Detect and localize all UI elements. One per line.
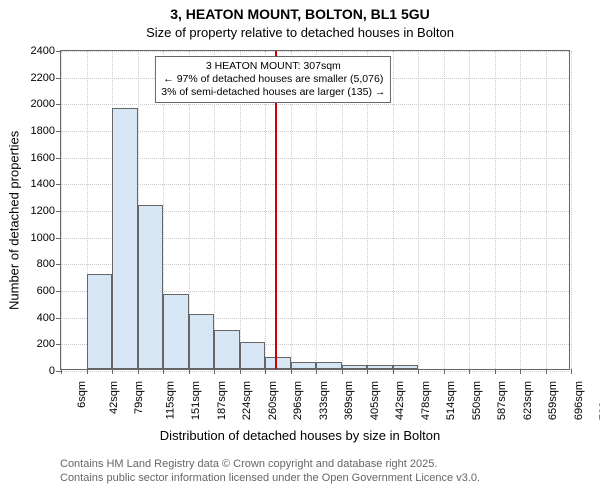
xtick-label: 478sqm: [420, 381, 432, 420]
xtick-label: 659sqm: [547, 381, 559, 420]
gridline-v: [520, 51, 521, 369]
xtick-label: 442sqm: [394, 381, 406, 420]
xtick-label: 115sqm: [164, 381, 176, 419]
histogram-bar: [367, 365, 393, 369]
xtick-label: 623sqm: [522, 381, 534, 420]
ytick-label: 2200: [31, 72, 61, 84]
y-axis-label: Number of detached properties: [7, 131, 22, 310]
histogram-bar: [112, 108, 138, 369]
gridline-v: [393, 51, 394, 369]
gridline-v: [418, 51, 419, 369]
histogram-bar: [291, 362, 317, 369]
xtick-label: 369sqm: [343, 381, 355, 420]
xtick-mark: [189, 369, 190, 374]
xtick-mark: [61, 369, 62, 374]
chart-container: 3, HEATON MOUNT, BOLTON, BL1 5GU Size of…: [0, 0, 600, 500]
xtick-mark: [393, 369, 394, 374]
histogram-bar: [342, 365, 368, 369]
gridline-v: [61, 51, 62, 369]
histogram-bar: [87, 274, 113, 369]
footer-line-1: Contains HM Land Registry data © Crown c…: [60, 458, 480, 472]
xtick-label: 696sqm: [573, 381, 585, 420]
xtick-mark: [265, 369, 266, 374]
gridline-v: [571, 51, 572, 369]
ytick-label: 800: [37, 258, 61, 270]
xtick-mark: [546, 369, 547, 374]
xtick-mark: [469, 369, 470, 374]
gridline-v: [495, 51, 496, 369]
xtick-label: 550sqm: [471, 381, 483, 420]
xtick-label: 296sqm: [292, 381, 304, 420]
histogram-bar: [138, 205, 164, 369]
xtick-mark: [418, 369, 419, 374]
ytick-label: 2000: [31, 98, 61, 110]
xtick-mark: [163, 369, 164, 374]
chart-title: 3, HEATON MOUNT, BOLTON, BL1 5GU: [0, 6, 600, 22]
xtick-mark: [87, 369, 88, 374]
xtick-mark: [240, 369, 241, 374]
histogram-bar: [163, 294, 189, 369]
plot-area: 0200400600800100012001400160018002000220…: [60, 50, 570, 370]
xtick-mark: [444, 369, 445, 374]
xtick-label: 333sqm: [318, 381, 330, 420]
xtick-label: 79sqm: [133, 381, 145, 414]
ytick-label: 600: [37, 285, 61, 297]
xtick-mark: [342, 369, 343, 374]
gridline-v: [546, 51, 547, 369]
xtick-mark: [138, 369, 139, 374]
ytick-label: 0: [49, 365, 61, 377]
gridline-v: [444, 51, 445, 369]
xtick-label: 405sqm: [369, 381, 381, 420]
ytick-label: 200: [37, 338, 61, 350]
histogram-bar: [189, 314, 215, 369]
x-axis-label: Distribution of detached houses by size …: [0, 428, 600, 443]
xtick-mark: [214, 369, 215, 374]
histogram-bar: [265, 357, 291, 369]
xtick-label: 42sqm: [108, 381, 120, 414]
histogram-bar: [240, 342, 266, 369]
xtick-label: 151sqm: [190, 381, 202, 420]
ytick-label: 1400: [31, 178, 61, 190]
annotation-box: 3 HEATON MOUNT: 307sqm← 97% of detached …: [155, 56, 391, 103]
ytick-label: 1600: [31, 152, 61, 164]
xtick-label: 187sqm: [216, 381, 228, 420]
annot-line: 3% of semi-detached houses are larger (1…: [161, 86, 385, 99]
ytick-label: 1800: [31, 125, 61, 137]
xtick-label: 260sqm: [267, 381, 279, 420]
xtick-mark: [520, 369, 521, 374]
xtick-label: 6sqm: [76, 381, 88, 408]
annot-line: 3 HEATON MOUNT: 307sqm: [161, 60, 385, 73]
xtick-mark: [367, 369, 368, 374]
xtick-mark: [291, 369, 292, 374]
footer-attribution: Contains HM Land Registry data © Crown c…: [60, 458, 480, 486]
histogram-bar: [214, 330, 240, 369]
ytick-label: 1200: [31, 205, 61, 217]
ytick-label: 1000: [31, 232, 61, 244]
ytick-label: 2400: [31, 45, 61, 57]
ytick-label: 400: [37, 312, 61, 324]
footer-line-2: Contains public sector information licen…: [60, 472, 480, 486]
annot-line: ← 97% of detached houses are smaller (5,…: [161, 73, 385, 86]
xtick-mark: [316, 369, 317, 374]
histogram-bar: [393, 365, 419, 369]
gridline-v: [469, 51, 470, 369]
xtick-label: 587sqm: [496, 381, 508, 420]
xtick-label: 514sqm: [445, 381, 457, 420]
xtick-mark: [571, 369, 572, 374]
histogram-bar: [316, 362, 342, 369]
xtick-label: 224sqm: [241, 381, 253, 420]
xtick-mark: [495, 369, 496, 374]
xtick-mark: [112, 369, 113, 374]
chart-subtitle: Size of property relative to detached ho…: [0, 25, 600, 40]
